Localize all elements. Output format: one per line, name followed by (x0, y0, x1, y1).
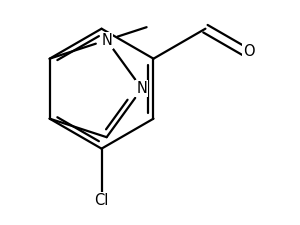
Text: O: O (243, 44, 255, 59)
Text: N: N (101, 33, 112, 48)
Text: Cl: Cl (94, 193, 109, 208)
Text: N: N (136, 81, 147, 96)
